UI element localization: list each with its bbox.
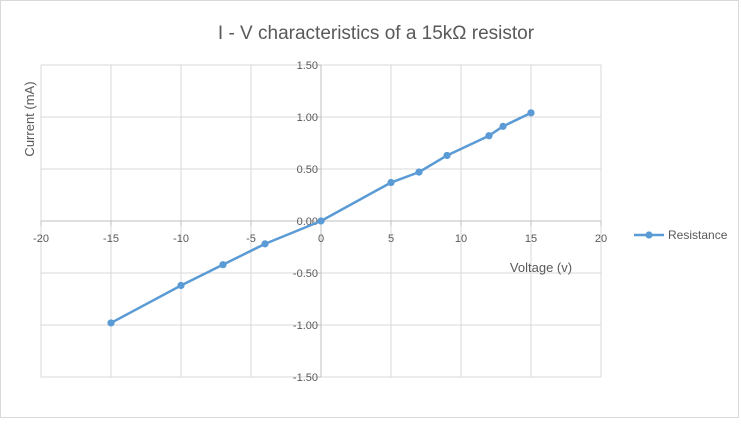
x-tick-label: 5 (388, 233, 394, 245)
chart-frame: -20 -15 -10 -5 0 5 10 15 20 1.50 1.00 0.50 0.00 -0.50… (0, 0, 739, 418)
x-tick-label: 0 (318, 233, 324, 245)
data-point (107, 319, 115, 327)
y-tick-label: 1.50 (297, 60, 318, 72)
data-point (499, 122, 507, 130)
data-point (415, 168, 423, 176)
x-tick-label: 15 (525, 233, 537, 245)
y-tick-label: -1.00 (293, 320, 318, 332)
x-tick-label: -10 (173, 233, 189, 245)
y-tick-label: -0.50 (293, 268, 318, 280)
x-axis-title: Voltage (v) (510, 260, 572, 275)
x-tick-label: -5 (246, 233, 256, 245)
data-point (261, 240, 269, 248)
data-point (443, 151, 451, 160)
legend: Resistance (634, 228, 728, 242)
x-tick-label: 20 (595, 233, 607, 245)
legend-marker (645, 231, 653, 239)
y-tick-label: 1.00 (297, 112, 318, 124)
chart-title: I - V characteristics of a 15kΩ resistor (218, 23, 535, 44)
legend-label-resistance: Resistance (668, 228, 728, 242)
x-tick-label: -20 (33, 233, 49, 245)
data-point (219, 261, 227, 269)
x-tick-label: 10 (455, 233, 467, 245)
data-point (527, 109, 535, 117)
x-tick-label: -15 (103, 233, 119, 245)
data-series (107, 109, 535, 327)
y-axis-title: Current (mA) (22, 81, 37, 156)
data-point (317, 217, 325, 225)
iv-chart: -20 -15 -10 -5 0 5 10 15 201.501.000.500.00-0.50… (22, 23, 728, 384)
y-tick-label: 0.50 (297, 164, 318, 176)
y-tick-label: -1.50 (293, 372, 318, 384)
data-point (387, 178, 395, 187)
data-point (177, 281, 185, 290)
data-point (485, 132, 493, 140)
